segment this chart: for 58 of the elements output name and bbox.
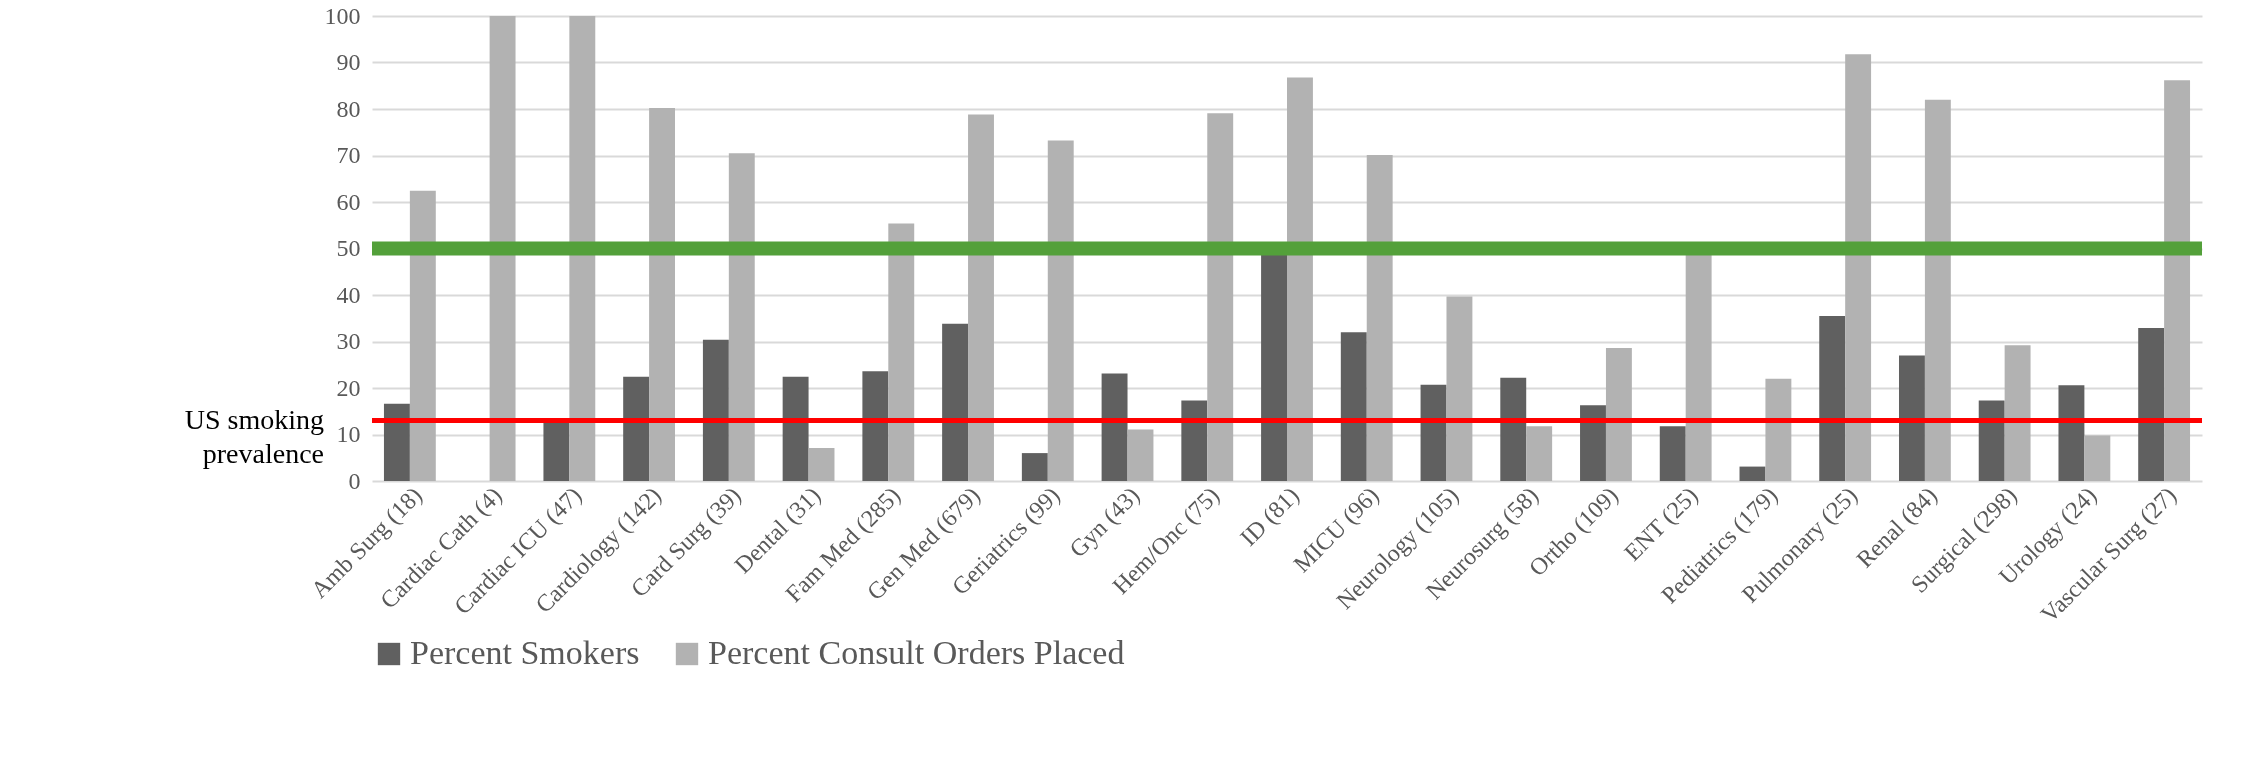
bar [728,153,755,481]
bar [489,16,516,481]
y-tick-label: 40 [336,281,361,308]
y-tick-label: 30 [336,328,361,354]
bar [2084,435,2111,481]
bar [1101,373,1128,481]
bar [1819,315,1846,481]
bar [1287,77,1313,481]
bar [1526,426,1553,481]
bar [383,403,410,481]
y-tick-label: 100 [324,2,361,29]
y-tick-label: 10 [336,421,361,447]
bar [888,223,915,481]
bar [2004,345,2031,481]
bar [1739,466,1766,481]
bar [1261,253,1287,481]
bar [862,371,889,481]
y-tick-label: 0 [348,467,361,494]
bar [1420,384,1447,481]
bar [1685,253,1712,481]
bar [1366,155,1393,481]
legend-label: Percent Consult Orders Placed [708,634,1125,671]
ref-line-label: US smoking prevalence [184,403,324,469]
bar [649,108,676,481]
bar [2138,328,2165,481]
bar [1021,453,1048,481]
bar [1765,378,1792,481]
bar [968,114,994,481]
y-tick-label: 80 [336,95,361,122]
legend-label: Percent Smokers [410,634,640,671]
bar [1978,400,2005,481]
bar [569,16,596,481]
bar [2164,80,2191,481]
bar [1580,405,1606,481]
bar [1181,400,1208,481]
bar [1659,426,1686,481]
bar [808,447,835,481]
y-tick-label: 70 [336,142,361,168]
y-tick-label: 90 [336,49,361,75]
bar [1207,113,1234,481]
y-tick-label: 50 [336,235,361,261]
bar [623,376,650,481]
y-tick-label: 20 [336,374,361,401]
bar [1605,348,1632,481]
bar [702,339,729,481]
y-tick-label: 60 [336,188,361,215]
bar [1500,377,1527,481]
bar [2058,385,2085,481]
bar [1845,54,1872,481]
bar [1127,429,1154,481]
bar [1446,296,1473,481]
bar [1047,140,1074,481]
bar [1898,355,1925,481]
bar [1340,332,1367,481]
bar [409,190,436,481]
bar [782,376,809,481]
bar [942,323,969,481]
bar [1924,99,1951,481]
